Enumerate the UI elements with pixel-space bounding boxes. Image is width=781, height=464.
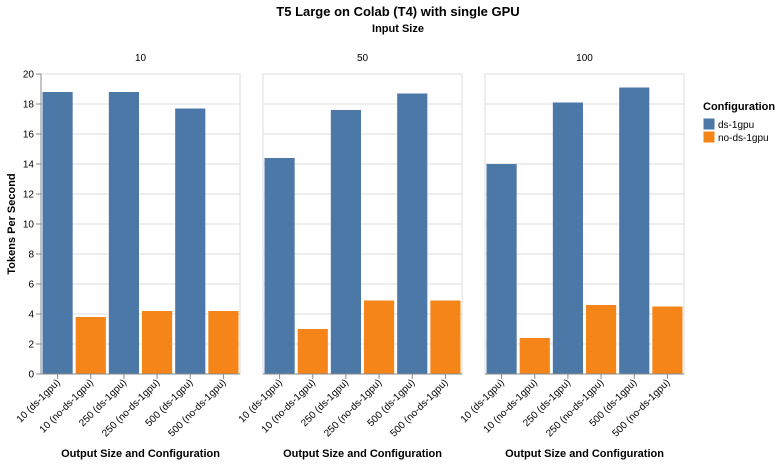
bar: [552, 102, 583, 374]
bar: [330, 110, 361, 374]
y-axis: 0 2 4 6 8 10 12 14 16 18 20: [23, 70, 42, 381]
bar: [364, 300, 395, 374]
y-tick-label: 20: [23, 70, 35, 81]
bar: [264, 158, 295, 374]
x-tick-label: 250 (no-ds-1gpu): [100, 377, 162, 439]
bar: [397, 93, 428, 374]
legend: Configuration ds-1gpu no-ds-1gpu: [703, 101, 775, 144]
y-axis-title: Tokens Per Second: [6, 173, 18, 274]
x-axis-title: Output Size and Configuration: [505, 448, 664, 460]
y-tick-label: 0: [28, 370, 34, 381]
y-tick-label: 10: [23, 220, 35, 231]
bar: [75, 317, 106, 374]
facet-header: 100: [576, 53, 593, 64]
y-tick-label: 12: [23, 190, 35, 201]
y-tick-label: 6: [28, 280, 34, 291]
bar: [430, 300, 461, 374]
y-tick-label: 8: [28, 250, 34, 261]
bar: [208, 311, 239, 374]
x-tick-label: 500 (no-ds-1gpu): [611, 377, 673, 439]
facet-header: 50: [357, 53, 369, 64]
bar: [297, 329, 328, 374]
chart-subtitle: Input Size: [372, 23, 424, 35]
bar: [519, 338, 550, 374]
x-axis-title: Output Size and Configuration: [61, 448, 220, 460]
bar: [586, 305, 617, 374]
legend-label: no-ds-1gpu: [718, 133, 769, 144]
x-tick-label: 500 (no-ds-1gpu): [389, 377, 451, 439]
y-tick-label: 2: [28, 340, 34, 351]
x-tick-label: 250 (no-ds-1gpu): [322, 377, 384, 439]
legend-swatch: [703, 131, 715, 143]
x-tick-label: 250 (no-ds-1gpu): [544, 377, 606, 439]
bar: [486, 164, 517, 374]
y-tick-label: 18: [23, 100, 35, 111]
y-tick-label: 4: [28, 310, 34, 321]
y-tick-label: 14: [23, 160, 35, 171]
legend-label: ds-1gpu: [718, 120, 754, 131]
x-tick-label: 500 (no-ds-1gpu): [167, 377, 229, 439]
bar: [175, 108, 206, 374]
legend-title: Configuration: [703, 101, 775, 113]
facet-header: 10: [135, 53, 147, 64]
bar: [142, 311, 173, 374]
chart-title: T5 Large on Colab (T4) with single GPU: [276, 4, 519, 19]
bar: [108, 92, 139, 374]
legend-swatch: [703, 118, 715, 130]
bar: [652, 306, 683, 374]
y-tick-label: 16: [23, 130, 35, 141]
x-axis-title: Output Size and Configuration: [283, 448, 442, 460]
bar: [42, 92, 73, 374]
bar: [619, 87, 650, 374]
